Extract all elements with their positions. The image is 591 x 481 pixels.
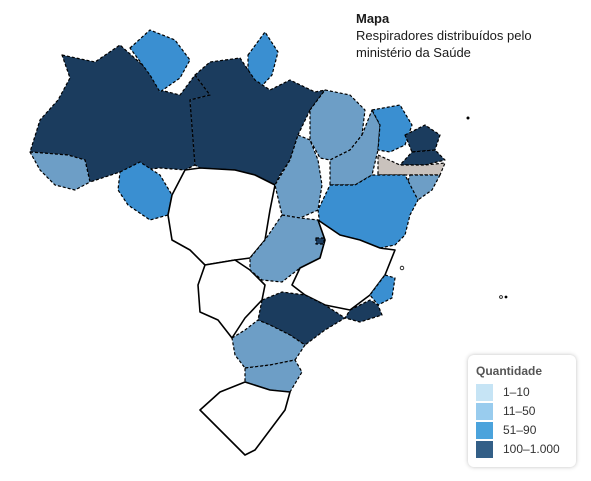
- legend-label: 1–10: [503, 385, 530, 399]
- state-rondonia[interactable]: [117, 161, 173, 221]
- state-parana[interactable]: [231, 319, 306, 369]
- legend-swatch: [476, 441, 493, 458]
- map-title: Mapa: [356, 11, 390, 26]
- legend-swatch: [476, 403, 493, 420]
- state-distrito-federal[interactable]: [315, 237, 325, 245]
- map-subtitle-line-2: ministério da Saúde: [356, 45, 471, 60]
- state-tocantins[interactable]: [274, 134, 323, 219]
- state-santa-catarina[interactable]: [244, 359, 303, 393]
- map-subtitle-line-1: Respiradores distribuídos pelo: [356, 28, 532, 43]
- state-goias[interactable]: [249, 214, 326, 283]
- legend-title: Quantidade: [476, 364, 543, 378]
- island-fernando-noronha: [466, 116, 470, 120]
- state-sao-paulo[interactable]: [257, 291, 346, 346]
- legend-label: 100–1.000: [503, 442, 560, 456]
- legend-item: 11–50: [476, 403, 572, 420]
- legend-swatch: [476, 384, 493, 401]
- state-acre[interactable]: [29, 151, 91, 191]
- legend-item: 100–1.000: [476, 441, 572, 458]
- legend-box: Quantidade 1–10 11–50 51–90 100–1.000: [468, 355, 576, 467]
- legend-label: 11–50: [503, 404, 536, 418]
- island-trindade-b: [504, 295, 508, 299]
- legend-item: 51–90: [476, 422, 572, 439]
- state-rio-grande-sul[interactable]: [199, 381, 291, 456]
- state-roraima[interactable]: [129, 29, 191, 93]
- state-rio-grande-norte[interactable]: [404, 124, 441, 153]
- map-title-block: Mapa Respiradores distribuídos pelo mini…: [356, 10, 581, 61]
- state-paraiba[interactable]: [399, 149, 446, 166]
- state-mato-grosso-sul[interactable]: [197, 259, 266, 339]
- legend-item: 1–10: [476, 384, 572, 401]
- state-pernambuco[interactable]: [377, 154, 446, 176]
- island-trindade-a: [499, 295, 503, 299]
- legend-swatch: [476, 422, 493, 439]
- state-bahia[interactable]: [317, 174, 419, 249]
- island-coast-dot: [399, 265, 405, 271]
- legend-label: 51–90: [503, 423, 537, 437]
- state-espirito-santo[interactable]: [369, 274, 396, 306]
- state-ceara[interactable]: [371, 104, 413, 153]
